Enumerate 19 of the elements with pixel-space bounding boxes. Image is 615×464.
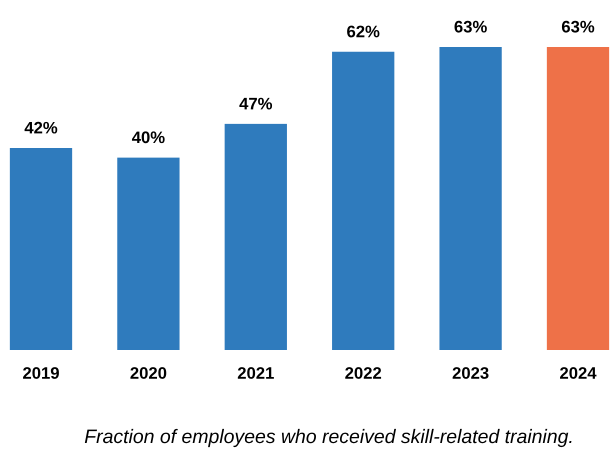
x-tick-label: 2024 bbox=[560, 367, 596, 379]
data-label: 40% bbox=[132, 131, 165, 144]
x-tick-label: 2021 bbox=[238, 367, 274, 379]
data-label: 63% bbox=[562, 20, 594, 33]
data-label: 63% bbox=[454, 20, 487, 33]
data-label: 42% bbox=[24, 122, 58, 134]
text: Fraction of employees who received skill-related training. bbox=[84, 428, 572, 448]
data-label: 47% bbox=[239, 98, 272, 110]
x-tick-label: 2019 bbox=[23, 367, 59, 379]
bar bbox=[439, 46, 502, 350]
bar bbox=[332, 52, 394, 350]
bar bbox=[224, 124, 287, 350]
bar bbox=[117, 158, 180, 350]
x-tick-label: 2022 bbox=[345, 367, 382, 379]
bar bbox=[10, 148, 72, 350]
x-tick-label: 2020 bbox=[130, 367, 166, 379]
bar bbox=[546, 46, 610, 350]
x-tick-label: 2023 bbox=[452, 367, 489, 379]
data-label: 62% bbox=[347, 26, 380, 38]
